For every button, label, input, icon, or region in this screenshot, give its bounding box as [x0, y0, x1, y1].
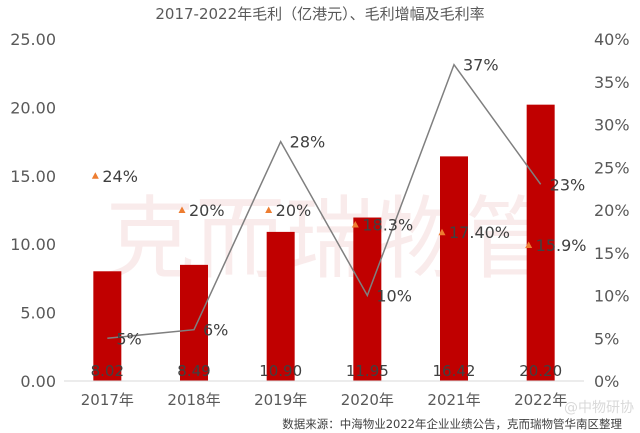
margin-marker	[525, 241, 533, 249]
bar	[93, 271, 122, 381]
growth-label: 28%	[290, 133, 326, 152]
bar-value-label: 20.20	[519, 362, 562, 380]
right-tick-label: 40%	[594, 30, 630, 49]
left-tick-label: 0.00	[20, 372, 56, 391]
margin-marker	[178, 206, 186, 213]
left-tick-label: 20.00	[10, 98, 56, 117]
growth-label: 5%	[116, 329, 141, 348]
right-tick-label: 5%	[594, 329, 619, 348]
category-label: 2018年	[167, 391, 220, 409]
bars: 8.02 8.49 10.90 11.95 16.42 20.20	[64, 104, 584, 382]
growth-label: 6%	[203, 321, 228, 340]
source-note: 数据来源：中海物业2022年企业业绩公告，克而瑞物管华南区整理	[282, 417, 622, 431]
right-tick-label: 10%	[594, 287, 630, 306]
growth-label: 23%	[550, 175, 586, 194]
left-axis: 0.00 5.00 10.00 15.00 20.00 25.00	[10, 30, 56, 391]
margin-markers: 24% 20% 20% 18.3% 17.40% 15.9%	[91, 167, 587, 255]
margin-marker	[265, 206, 273, 213]
category-label: 2021年	[427, 391, 480, 409]
bar-value-label: 10.90	[259, 362, 302, 380]
left-tick-label: 15.00	[10, 167, 56, 186]
left-tick-label: 10.00	[10, 235, 56, 254]
margin-label: 18.3%	[362, 216, 413, 235]
right-tick-label: 0%	[594, 372, 619, 391]
weibo-watermark: @中物研协	[564, 400, 634, 416]
bar-value-label: 8.02	[91, 362, 124, 380]
bar	[266, 231, 295, 381]
bar	[526, 104, 555, 381]
bar	[440, 156, 468, 381]
margin-label: 24%	[102, 167, 138, 186]
category-label: 2020年	[341, 391, 394, 409]
right-tick-label: 30%	[594, 116, 630, 135]
bar-value-label: 11.95	[346, 362, 389, 380]
growth-label: 37%	[463, 56, 499, 75]
category-label: 2019年	[254, 391, 307, 409]
margin-label: 20%	[276, 201, 312, 220]
right-tick-label: 15%	[594, 244, 630, 263]
margin-marker	[438, 228, 446, 236]
bar	[353, 217, 382, 381]
category-label: 2017年	[81, 391, 134, 409]
margin-marker	[91, 172, 99, 179]
growth-line: 5% 6% 28% 10% 37% 23%	[107, 56, 586, 348]
growth-label: 10%	[376, 287, 412, 306]
right-tick-label: 25%	[594, 158, 630, 177]
margin-label: 17.40%	[449, 223, 510, 242]
right-tick-label: 20%	[594, 201, 630, 220]
bar-value-label: 16.42	[433, 362, 476, 380]
margin-marker	[351, 221, 359, 228]
bar-value-label: 8.49	[177, 362, 210, 380]
margin-label: 20%	[189, 201, 225, 220]
left-tick-label: 5.00	[20, 304, 56, 323]
margin-label: 15.9%	[536, 236, 587, 255]
left-tick-label: 25.00	[10, 30, 56, 49]
right-axis: 0% 5% 10% 15% 20% 25% 30% 35% 40%	[594, 30, 630, 391]
chart-title: 2017-2022年毛利（亿港元）、毛利增幅及毛利率	[155, 5, 484, 23]
right-tick-label: 35%	[594, 73, 630, 92]
category-label: 2022年	[514, 391, 567, 409]
bar	[180, 264, 208, 381]
growth-series-line	[107, 63, 542, 339]
category-axis: 2017年 2018年 2019年 2020年 2021年 2022年	[81, 391, 568, 409]
